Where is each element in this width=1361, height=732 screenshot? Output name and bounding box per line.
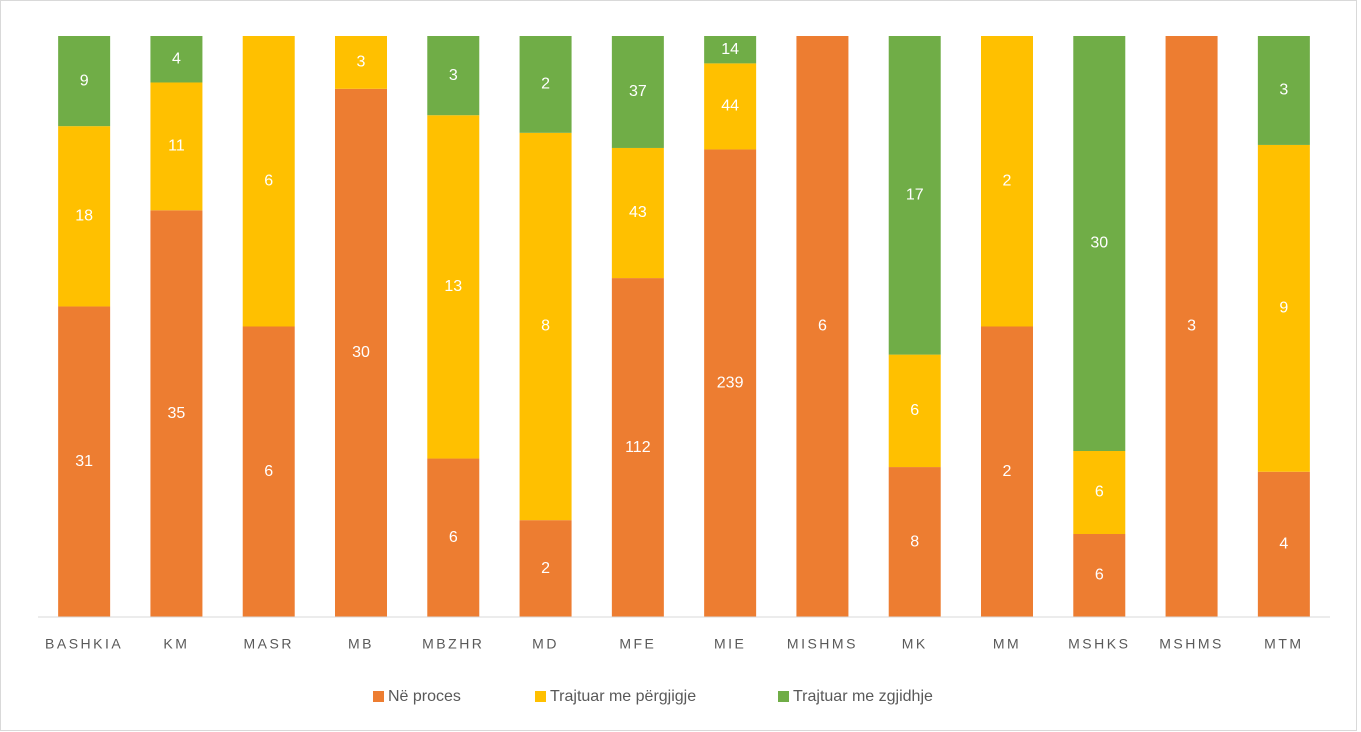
x-tick-label: MISHMS bbox=[787, 636, 858, 652]
x-tick-label: MSHKS bbox=[1068, 636, 1130, 652]
x-tick-label: MBZHR bbox=[422, 636, 484, 652]
x-tick-label: MB bbox=[348, 636, 374, 652]
bar-segment bbox=[1257, 471, 1310, 617]
data-label: 2 bbox=[1003, 463, 1012, 480]
data-label: 30 bbox=[1090, 235, 1108, 252]
x-tick-label: MM bbox=[993, 636, 1021, 652]
data-label: 43 bbox=[629, 204, 647, 221]
data-label: 13 bbox=[444, 278, 462, 295]
data-label: 2 bbox=[541, 76, 550, 93]
x-tick-label: MFE bbox=[619, 636, 656, 652]
data-label: 11 bbox=[168, 138, 185, 155]
data-label: 17 bbox=[906, 187, 924, 204]
bar-segment bbox=[611, 278, 664, 617]
data-label: 3 bbox=[449, 67, 458, 84]
bar-segment bbox=[888, 354, 941, 468]
bar-segment bbox=[335, 36, 387, 89]
bar-segment bbox=[58, 306, 111, 617]
bar-segment bbox=[888, 467, 941, 617]
bar-segment bbox=[150, 36, 203, 83]
bar-segment bbox=[242, 36, 295, 327]
bar-segment bbox=[981, 36, 1033, 327]
bar-segment bbox=[704, 36, 757, 64]
data-label: 9 bbox=[80, 72, 89, 89]
legend-swatch bbox=[373, 691, 384, 702]
bar-segment bbox=[1073, 534, 1126, 617]
data-label: 6 bbox=[449, 529, 458, 546]
data-label: 14 bbox=[721, 41, 739, 58]
data-label: 3 bbox=[1279, 82, 1288, 99]
bar-segment bbox=[150, 82, 203, 211]
bar-segment bbox=[519, 132, 572, 521]
bar-segment bbox=[796, 36, 849, 617]
x-tick-label: MASR bbox=[243, 636, 293, 652]
bar-segment bbox=[981, 326, 1033, 617]
bar-segment bbox=[611, 147, 664, 279]
bar-segment bbox=[1257, 144, 1310, 472]
data-label: 4 bbox=[172, 50, 181, 67]
data-label: 6 bbox=[1095, 484, 1104, 501]
x-tick-label: MD bbox=[532, 636, 559, 652]
data-label: 18 bbox=[75, 208, 93, 225]
bar-segment bbox=[242, 326, 295, 617]
x-tick-label: MTM bbox=[1264, 636, 1303, 652]
bar-segment bbox=[150, 210, 203, 618]
data-label: 2 bbox=[1003, 172, 1012, 189]
data-label: 30 bbox=[352, 344, 370, 361]
bar-segment bbox=[58, 36, 111, 127]
bar-segment bbox=[1073, 451, 1126, 534]
data-label: 2 bbox=[541, 560, 550, 577]
data-label: 6 bbox=[1095, 567, 1104, 584]
data-label: 4 bbox=[1279, 536, 1288, 553]
bar-segment bbox=[58, 126, 111, 307]
bar-segment bbox=[519, 520, 572, 617]
legend-swatch bbox=[778, 691, 789, 702]
data-label: 6 bbox=[264, 463, 273, 480]
bar-segment bbox=[1073, 36, 1126, 451]
bar-segment bbox=[611, 36, 664, 148]
x-tick-label: MK bbox=[902, 636, 928, 652]
data-label: 8 bbox=[541, 318, 550, 335]
data-label: 37 bbox=[629, 83, 647, 100]
bar-segment bbox=[335, 88, 387, 618]
bar-segment bbox=[1257, 36, 1310, 145]
legend-label: Trajtuar me zgjidhje bbox=[793, 688, 933, 705]
data-label: 6 bbox=[818, 318, 827, 335]
bar-segment bbox=[704, 149, 757, 617]
x-tick-label: KM bbox=[163, 636, 189, 652]
data-label: 239 bbox=[717, 374, 744, 391]
legend-label: Trajtuar me përgjigje bbox=[550, 688, 696, 705]
data-label: 35 bbox=[168, 405, 186, 422]
bar-segment bbox=[427, 115, 480, 459]
legend-swatch bbox=[535, 691, 546, 702]
bar-segment bbox=[704, 63, 757, 150]
x-tick-label: BASHKIA bbox=[45, 636, 123, 652]
bar-segment bbox=[427, 36, 480, 116]
data-label: 3 bbox=[357, 54, 366, 71]
legend-label: Në proces bbox=[388, 688, 461, 705]
data-label: 112 bbox=[625, 439, 651, 456]
bar-segment bbox=[1165, 36, 1218, 617]
data-label: 8 bbox=[910, 533, 919, 550]
data-label: 31 bbox=[75, 453, 93, 470]
data-label: 6 bbox=[264, 172, 273, 189]
data-label: 3 bbox=[1187, 318, 1196, 335]
bar-segment bbox=[888, 36, 941, 355]
bar-segment bbox=[427, 458, 480, 617]
data-label: 6 bbox=[910, 402, 919, 419]
x-tick-label: MSHMS bbox=[1159, 636, 1224, 652]
x-tick-label: MIE bbox=[714, 636, 746, 652]
data-label: 9 bbox=[1279, 300, 1288, 317]
data-label: 44 bbox=[721, 98, 739, 115]
bar-segment bbox=[519, 36, 572, 133]
